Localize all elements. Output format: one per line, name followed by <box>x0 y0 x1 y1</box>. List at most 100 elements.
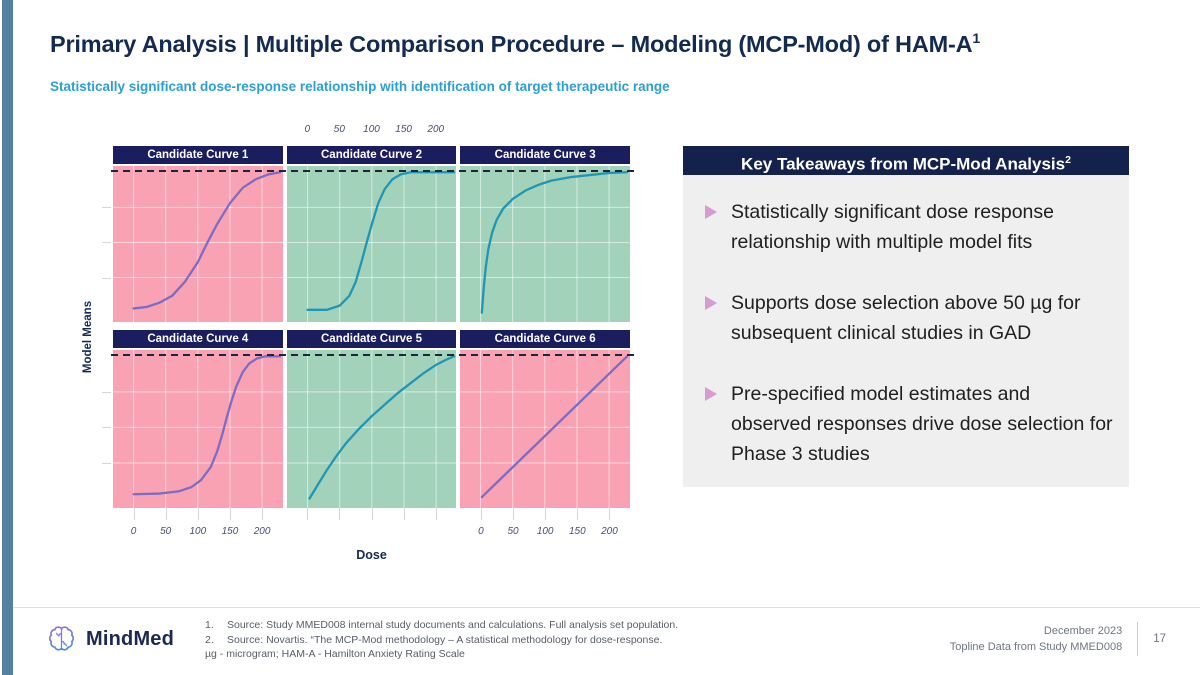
page-title: Primary Analysis | Multiple Comparison P… <box>50 30 1190 58</box>
facet-panel <box>286 166 457 322</box>
facet-strip-label: Candidate Curve 6 <box>460 330 630 348</box>
takeaway-text: Statistically significant dose response … <box>731 201 1054 253</box>
footnote-number: 1. <box>205 619 214 631</box>
x-axis-title: Dose <box>356 548 387 562</box>
x-tick-mark <box>197 508 199 520</box>
facet-candidate-curve-1: Candidate Curve 1 <box>113 146 283 322</box>
x-tick-mark <box>307 508 309 520</box>
facet-plot <box>460 350 630 508</box>
x-tick-label-top: 100 <box>363 124 380 135</box>
bullet-triangle-icon <box>705 205 717 219</box>
x-tick-mark <box>513 508 515 520</box>
title-footnote-marker: 1 <box>972 30 980 46</box>
footnote-number: 2. <box>205 633 214 646</box>
x-tick-mark <box>435 508 437 520</box>
x-tick-mark <box>371 508 373 520</box>
takeaway-text: Pre-specified model estimates and observ… <box>731 383 1113 465</box>
facet-strip-label: Candidate Curve 3 <box>460 146 630 164</box>
x-tick-mark <box>165 508 167 520</box>
dose-response-curve <box>134 172 281 308</box>
x-tick-label-top: 200 <box>427 124 445 135</box>
y-tick-mark <box>102 242 111 244</box>
dose-response-chart: Candidate Curve 1 Candidate Curve 2 Candid… <box>102 124 638 570</box>
facet-plot <box>460 166 630 322</box>
facet-plot <box>287 166 457 322</box>
x-tick-label-top: 0 <box>304 124 310 135</box>
footer-vertical-divider <box>1137 622 1139 656</box>
facet-plot <box>287 350 457 508</box>
takeaways-footnote-marker: 2 <box>1065 154 1071 166</box>
dose-response-curve <box>482 172 627 312</box>
x-tick-mark <box>262 508 264 520</box>
footer-data-line: Topline Data from Study MMED008 <box>949 641 1123 653</box>
facet-panel <box>113 166 283 322</box>
takeaway-text: Supports dose selection above 50 µg for … <box>731 292 1081 344</box>
y-axis-title: Model Means <box>82 300 94 374</box>
facet-strip-label: Candidate Curve 5 <box>286 330 457 348</box>
takeaway-item: Supports dose selection above 50 µg for … <box>699 288 1115 348</box>
footnote-row: 1. Source: Study MMED008 internal study … <box>205 618 730 633</box>
facet-panel <box>460 166 630 322</box>
bullet-triangle-icon <box>705 296 717 310</box>
facet-candidate-curve-4: Candidate Curve 4 <box>113 330 283 508</box>
x-tick-mark <box>339 508 341 520</box>
facet-panel <box>113 350 283 508</box>
abbreviations-line: µg - microgram; HAM-A - Hamilton Anxiety… <box>205 648 465 660</box>
dose-response-curve <box>134 356 281 494</box>
footer-date-block: December 2023 Topline Data from Study MM… <box>950 623 1122 655</box>
footnote-text: Source: Novartis. “The MCP-Mod methodolo… <box>227 633 663 646</box>
slide-accent-bar <box>2 0 13 675</box>
footer-divider <box>13 607 1200 608</box>
x-tick-label-bottom: 50 <box>160 526 172 537</box>
page-subtitle: Statistically significant dose-response … <box>50 79 670 94</box>
y-tick-mark <box>102 277 111 279</box>
facet-strip-label: Candidate Curve 2 <box>286 146 457 164</box>
takeaway-item: Pre-specified model estimates and observ… <box>699 379 1115 469</box>
x-tick-label-top: 150 <box>395 124 412 135</box>
x-tick-label-bottom: 100 <box>536 526 554 537</box>
footnote-row: 2. Source: Novartis. “The MCP-Mod method… <box>205 633 730 648</box>
facet-strip-label: Candidate Curve 1 <box>113 146 283 164</box>
brain-logo-icon <box>48 626 75 651</box>
facet-candidate-curve-5: Candidate Curve 5 <box>286 330 457 508</box>
x-tick-mark <box>609 508 611 520</box>
y-tick-mark <box>102 207 111 209</box>
y-tick-mark <box>102 462 111 464</box>
y-tick-mark <box>102 427 111 429</box>
dose-response-curve <box>309 356 454 498</box>
x-tick-mark <box>480 508 482 520</box>
brand-name: MindMed <box>86 628 175 650</box>
asymptote-dashed-line-bottom <box>111 354 638 356</box>
facet-candidate-curve-3: Candidate Curve 3 <box>460 146 630 322</box>
facet-row-top: Candidate Curve 1 Candidate Curve 2 Candid… <box>113 146 630 322</box>
key-takeaways-header: Key Takeaways from MCP-Mod Analysis2 <box>683 146 1129 175</box>
page-title-text: Primary Analysis | Multiple Comparison P… <box>50 30 973 57</box>
facet-candidate-curve-2: Candidate Curve 2 <box>286 146 457 322</box>
footnotes: 1. Source: Study MMED008 internal study … <box>205 618 730 662</box>
facet-strip-label: Candidate Curve 4 <box>113 330 283 348</box>
footer-right: December 2023 Topline Data from Study MM… <box>950 622 1166 656</box>
dose-response-curve <box>482 356 627 497</box>
page-number: 17 <box>1153 633 1166 645</box>
facet-row-bottom: Candidate Curve 4 Candidate Curve 5 Candid… <box>113 330 630 508</box>
x-tick-label-bottom: 0 <box>130 526 137 537</box>
x-tick-label-top: 50 <box>333 124 345 135</box>
x-tick-mark <box>229 508 231 520</box>
x-tick-label-bottom: 150 <box>221 526 239 537</box>
x-tick-mark <box>403 508 405 520</box>
facet-panel <box>460 350 630 508</box>
key-takeaways-header-text: Key Takeaways from MCP-Mod Analysis <box>741 154 1066 174</box>
x-tick-label-bottom: 100 <box>189 526 207 537</box>
bullet-triangle-icon <box>705 387 717 401</box>
footnote-text: Source: Study MMED008 internal study doc… <box>227 619 679 631</box>
x-tick-label-bottom: 0 <box>478 526 484 537</box>
x-tick-label-bottom: 150 <box>568 526 586 537</box>
facet-panel <box>286 350 457 508</box>
facet-plot <box>113 350 283 508</box>
x-tick-mark <box>545 508 547 520</box>
footer-date: December 2023 <box>1043 625 1123 637</box>
y-tick-mark <box>102 391 111 393</box>
x-tick-label-bottom: 50 <box>507 526 519 537</box>
asymptote-dashed-line-top <box>111 170 638 172</box>
